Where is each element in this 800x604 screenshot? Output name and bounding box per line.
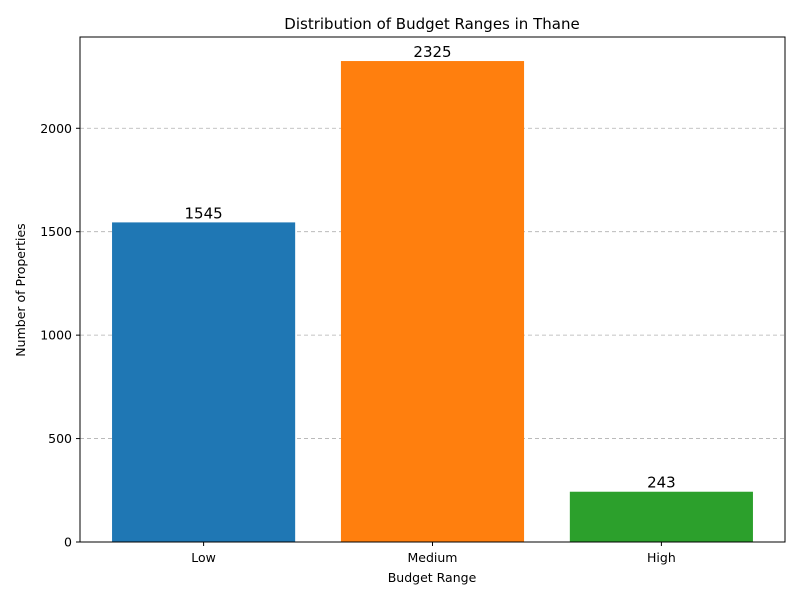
x-tick-label-medium: Medium bbox=[408, 550, 458, 565]
bar-low bbox=[112, 222, 296, 542]
y-tick-label: 2000 bbox=[40, 121, 72, 136]
x-axis-ticks: Low Medium High bbox=[191, 542, 676, 565]
x-tick-label-low: Low bbox=[191, 550, 216, 565]
data-label-high: 243 bbox=[647, 474, 676, 492]
x-tick-label-high: High bbox=[647, 550, 676, 565]
y-tick-label: 500 bbox=[48, 431, 72, 446]
y-tick-label: 1500 bbox=[40, 224, 72, 239]
y-axis-label: Number of Properties bbox=[13, 223, 28, 356]
data-label-medium: 2325 bbox=[413, 43, 451, 61]
data-label-low: 1545 bbox=[185, 204, 223, 222]
bar-high bbox=[569, 491, 753, 542]
y-tick-label: 0 bbox=[64, 535, 72, 550]
chart-title: Distribution of Budget Ranges in Thane bbox=[284, 15, 579, 33]
y-axis-ticks: 0 500 1000 1500 2000 bbox=[40, 121, 80, 550]
bar-medium bbox=[340, 61, 525, 543]
x-axis-label: Budget Range bbox=[388, 570, 477, 585]
bars bbox=[112, 61, 753, 543]
data-labels: 1545 2325 243 bbox=[185, 43, 676, 492]
y-tick-label: 1000 bbox=[40, 328, 72, 343]
